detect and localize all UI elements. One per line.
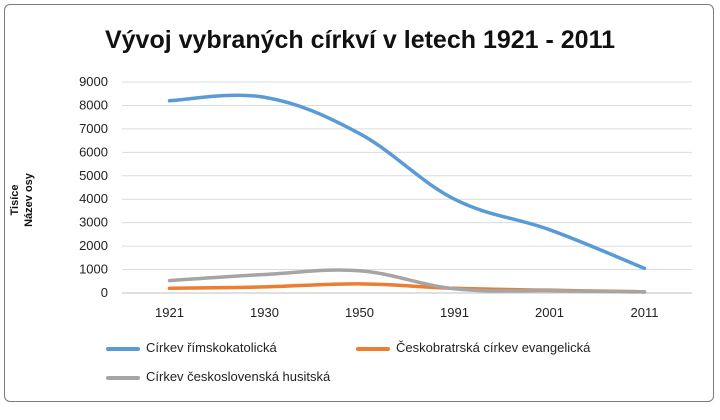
y-tick-label: 7000 <box>79 121 108 136</box>
legend-label-3: Církev československá husitská <box>146 369 331 384</box>
legend-label-2: Českobratrská církev evangelická <box>396 340 591 355</box>
legend-swatch-3 <box>106 375 140 380</box>
y-tick-label: 5000 <box>79 168 108 183</box>
legend-item-2: Českobratrská církev evangelická <box>356 340 590 355</box>
x-tick-label: 2001 <box>535 305 564 320</box>
y-axis-label-line2: Název osy <box>23 172 35 227</box>
x-tick-label: 2011 <box>631 305 659 320</box>
legend-item-3: Církev československá husitská <box>106 369 330 384</box>
legend-swatch-2 <box>356 346 390 351</box>
y-tick-label: 3000 <box>79 215 108 230</box>
y-tick-label: 4000 <box>79 191 108 206</box>
y-tick-label: 1000 <box>79 262 108 277</box>
legend-swatch-1 <box>106 346 140 351</box>
legend-item-1: Církev římskokatolická <box>106 340 277 355</box>
x-tick-label: 1921 <box>155 305 184 320</box>
y-tick-label: 8000 <box>79 97 108 112</box>
x-tick-label: 1991 <box>440 305 469 320</box>
series-line-1 <box>167 93 647 271</box>
legend-label-1: Církev římskokatolická <box>146 340 277 355</box>
x-tick-label: 1930 <box>250 305 279 320</box>
y-tick-label: 0 <box>101 285 108 300</box>
y-tick-label: 9000 <box>79 74 108 89</box>
chart-title: Vývoj vybraných církví v letech 1921 - 2… <box>104 26 616 54</box>
y-tick-label: 2000 <box>79 238 108 253</box>
x-tick-label: 1950 <box>345 305 374 320</box>
chart-frame <box>4 4 714 402</box>
y-axis-label-line1: Tisíce <box>9 185 21 216</box>
y-tick-label: 6000 <box>79 144 108 159</box>
series-line-3 <box>167 268 647 294</box>
